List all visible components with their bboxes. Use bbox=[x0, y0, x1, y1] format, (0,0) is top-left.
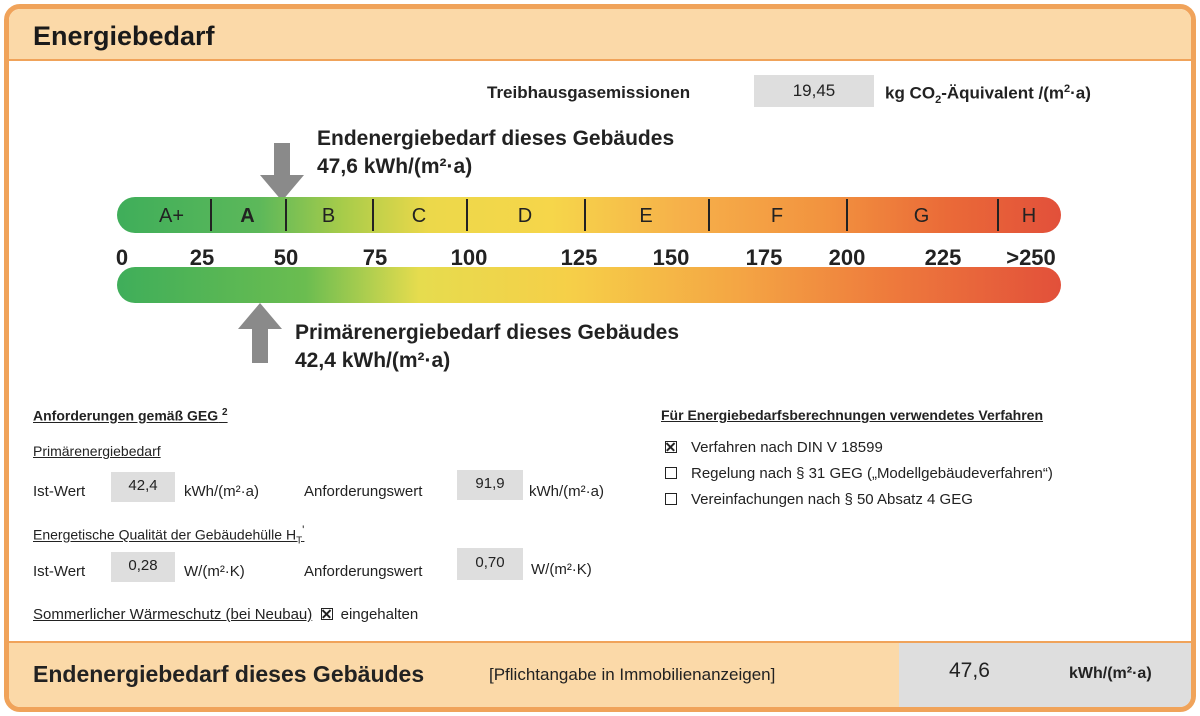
envelope-anf-unit: W/(m²·K) bbox=[531, 561, 592, 578]
method-option-label: Regelung nach § 31 GEG („Modellgebäudeve… bbox=[691, 465, 1053, 482]
requirements-heading: Anforderungen gemäß GEG 2 bbox=[33, 407, 228, 424]
scale-tick-label: 25 bbox=[189, 245, 215, 270]
class-divider bbox=[997, 199, 999, 231]
envelope-anf-label: Anforderungswert bbox=[304, 563, 423, 580]
envelope-anf-value: 0,70 bbox=[457, 548, 523, 580]
energy-class-label: A+ bbox=[158, 205, 185, 227]
footer-value-box: 47,6 kWh/(m²·a) bbox=[899, 643, 1191, 707]
method-option-label: Vereinfachungen nach § 50 Absatz 4 GEG bbox=[691, 491, 973, 508]
energy-class-label: E bbox=[639, 205, 653, 227]
energy-class-label: B bbox=[321, 205, 336, 227]
method-checkbox[interactable] bbox=[665, 493, 677, 505]
energy-class-label: H bbox=[1021, 205, 1037, 227]
summer-checkbox[interactable] bbox=[320, 608, 333, 620]
scale-tick-label: 150 bbox=[652, 245, 690, 270]
footer-unit: kWh/(m²·a) bbox=[1069, 665, 1152, 682]
method-heading: Für Energiebedarfsberechnungen verwendet… bbox=[661, 407, 1044, 423]
energy-class-label: A bbox=[240, 205, 255, 227]
summer-label: Sommerlicher Wärmeschutz (bei Neubau) bbox=[33, 606, 313, 623]
footer-label: Endenergiebedarf dieses Gebäudes bbox=[33, 661, 425, 687]
scale-tick-label: 100 bbox=[450, 245, 488, 270]
scale-tick-label: 175 bbox=[745, 245, 783, 270]
footer-note: [Pflichtangabe in Immobilienanzeigen] bbox=[489, 665, 776, 684]
scale-tick-label: >250 bbox=[1006, 245, 1056, 270]
method-checkbox[interactable] bbox=[665, 441, 677, 453]
prime: ' bbox=[302, 524, 305, 537]
energy-class-label: C bbox=[411, 205, 427, 227]
class-divider bbox=[846, 199, 848, 231]
energy-certificate: Energiebedarf Treibhausgasemissionen 19,… bbox=[4, 4, 1196, 712]
scale-tick-label: 0 bbox=[115, 245, 129, 270]
summer-value: eingehalten bbox=[340, 606, 419, 623]
heading-text: Anforderungen gemäß GEG bbox=[33, 407, 219, 424]
class-divider bbox=[285, 199, 287, 231]
scale-tick-label: 200 bbox=[828, 245, 866, 270]
footnote-marker: 2 bbox=[222, 407, 228, 418]
energy-class-bar bbox=[117, 197, 1061, 233]
summer-protection: Sommerlicher Wärmeschutz (bei Neubau) ei… bbox=[33, 606, 418, 623]
scale-tick-label: 225 bbox=[924, 245, 962, 270]
class-divider bbox=[584, 199, 586, 231]
footer: Endenergiebedarf dieses Gebäudes [Pflich… bbox=[9, 641, 1191, 707]
method-options: Verfahren nach DIN V 18599 Regelung nach… bbox=[665, 435, 1053, 513]
end-energy-value: 47,6 kWh/(m²·a) bbox=[317, 155, 473, 178]
footer-value: 47,6 bbox=[949, 659, 990, 682]
energy-class-label: D bbox=[517, 205, 533, 227]
class-divider bbox=[210, 199, 212, 231]
primary-ist-label: Ist-Wert bbox=[33, 483, 86, 500]
class-divider bbox=[708, 199, 710, 231]
primary-anf-value: 91,9 bbox=[457, 470, 523, 500]
unit-sub: 2 bbox=[935, 94, 942, 107]
end-energy-label: Endenergiebedarf dieses Gebäudes 47,6 kW… bbox=[317, 125, 674, 181]
primary-ist-unit: kWh/(m²·a) bbox=[184, 483, 259, 500]
scale-tick-label: 50 bbox=[273, 245, 299, 270]
scale-tick-label: 125 bbox=[560, 245, 598, 270]
header: Energiebedarf bbox=[9, 9, 1191, 61]
unit-sup: 2 bbox=[1063, 83, 1071, 95]
method-option: Vereinfachungen nach § 50 Absatz 4 GEG bbox=[665, 487, 1053, 513]
unit-part: kg CO bbox=[885, 83, 936, 103]
energy-class-label: G bbox=[913, 205, 930, 227]
energy-class-label: F bbox=[770, 205, 784, 227]
unit-part: ·a) bbox=[1070, 83, 1091, 103]
primary-anf-unit: kWh/(m²·a) bbox=[529, 483, 604, 500]
primary-ist-value: 42,4 bbox=[111, 472, 175, 502]
primary-energy-label: Primärenergiebedarf dieses Gebäudes 42,4… bbox=[295, 319, 679, 375]
end-energy-arrow-icon bbox=[260, 143, 304, 201]
envelope-ist-value: 0,28 bbox=[111, 552, 175, 582]
method-option: Verfahren nach DIN V 18599 bbox=[665, 435, 1053, 461]
page-title: Energiebedarf bbox=[33, 21, 215, 51]
energy-gradient-bar bbox=[117, 267, 1061, 303]
primary-anf-label: Anforderungswert bbox=[304, 483, 423, 500]
primary-heading: Primärenergiebedarf bbox=[33, 443, 161, 459]
class-divider bbox=[466, 199, 468, 231]
primary-energy-title: Primärenergiebedarf dieses Gebäudes bbox=[295, 321, 679, 344]
end-energy-title: Endenergiebedarf dieses Gebäudes bbox=[317, 127, 675, 150]
method-option-label: Verfahren nach DIN V 18599 bbox=[691, 439, 883, 456]
emissions-label: Treibhausgasemissionen bbox=[487, 83, 691, 102]
scale-tick-label: 75 bbox=[362, 245, 388, 270]
envelope-heading: Energetische Qualität der Gebäudehülle H… bbox=[33, 524, 304, 546]
heading-text: Energetische Qualität der Gebäudehülle H bbox=[33, 526, 297, 543]
method-checkbox[interactable] bbox=[665, 467, 677, 479]
emissions-value: 19,45 bbox=[754, 75, 874, 107]
envelope-ist-label: Ist-Wert bbox=[33, 563, 86, 580]
primary-energy-value: 42,4 kWh/(m²·a) bbox=[295, 349, 451, 372]
method-option: Regelung nach § 31 GEG („Modellgebäudeve… bbox=[665, 461, 1053, 487]
sub: T bbox=[296, 535, 303, 547]
unit-part: -Äquivalent /(m bbox=[941, 83, 1064, 103]
primary-energy-arrow-icon bbox=[238, 303, 282, 363]
emissions-unit: kg CO2-Äquivalent /(m2·a) bbox=[885, 83, 1091, 106]
class-divider bbox=[372, 199, 374, 231]
envelope-ist-unit: W/(m²·K) bbox=[184, 563, 245, 580]
